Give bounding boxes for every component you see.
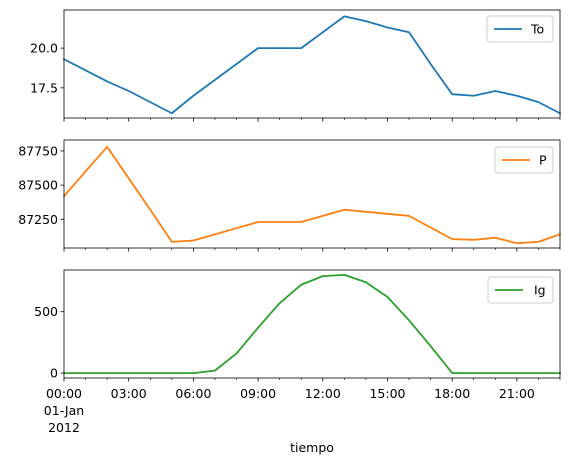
x-tick-label: 15:00 [369, 386, 405, 401]
panel-to-frame [63, 9, 561, 119]
y-tick-label: 87500 [18, 178, 58, 193]
x-tick-label: 06:00 [175, 386, 211, 401]
panel-ig-legend: Ig [487, 276, 554, 304]
legend-label: P [539, 153, 547, 168]
panel-p: 87250 87500 87750 P [18, 139, 562, 252]
legend-label: Ig [534, 283, 546, 298]
y-tick-label: 20.0 [30, 41, 58, 56]
x-tick-label: 18:00 [434, 386, 470, 401]
panel-ig-series [63, 274, 561, 374]
panel-to-series [62, 15, 562, 115]
panel-p-series [62, 145, 562, 245]
y-tick-label: 87250 [18, 212, 58, 227]
panel-to-legend: To [486, 15, 554, 43]
panel-p-grid-ticks: 87250 87500 87750 [18, 143, 561, 252]
panel-p-frame [63, 139, 561, 249]
y-tick-label: 87750 [18, 143, 58, 158]
y-tick-label: 0 [50, 366, 58, 381]
date-label-year: 2012 [48, 420, 80, 435]
x-tick-label: 09:00 [240, 386, 276, 401]
x-tick-label: 12:00 [305, 386, 341, 401]
series-line-p [62, 145, 562, 245]
panel-p-legend: P [494, 146, 554, 174]
panel-ig: 0 500 Ig [34, 269, 561, 382]
x-axis-labels: 00:00 03:00 06:00 09:00 12:00 15:00 18:00 21:00 [46, 386, 535, 401]
series-line-ig [63, 274, 561, 374]
panel-to: 17.5 20.0 To [30, 9, 562, 122]
panel-ig-frame [63, 269, 561, 379]
y-tick-label: 17.5 [30, 80, 58, 95]
y-tick-label: 500 [34, 304, 58, 319]
x-tick-label: 21:00 [499, 386, 535, 401]
date-label-day: 01-Jan [44, 403, 84, 418]
x-tick-label: 03:00 [111, 386, 147, 401]
x-axis-title: tiempo [290, 440, 334, 455]
x-tick-label: 00:00 [46, 386, 82, 401]
series-line-to [62, 15, 562, 115]
legend-label: To [530, 22, 544, 37]
